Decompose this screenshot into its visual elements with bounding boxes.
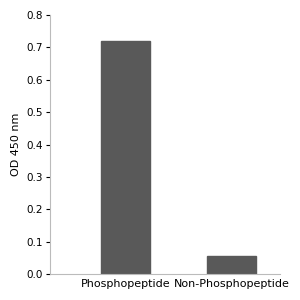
Bar [207, 256, 256, 274]
Y-axis label: OD 450 nm: OD 450 nm [11, 113, 21, 176]
Bar [101, 41, 150, 274]
